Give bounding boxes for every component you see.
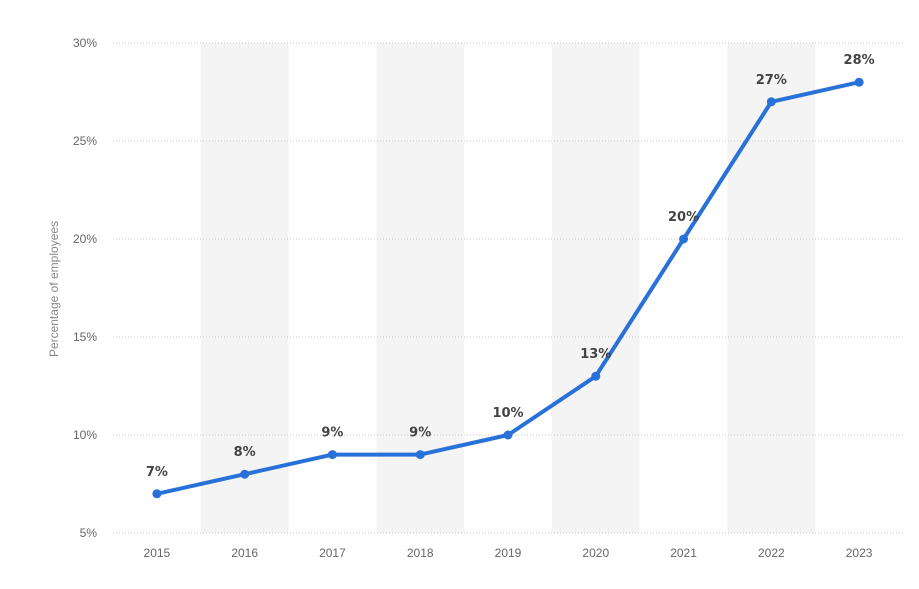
series-group: [152, 77, 864, 499]
y-tick-label: 25%: [73, 134, 97, 148]
data-label-2015: 7%: [146, 465, 168, 480]
data-point-2021[interactable]: [679, 234, 689, 244]
data-point-2018[interactable]: [415, 450, 425, 460]
x-tick-label: 2018: [407, 546, 434, 560]
data-label-2023: 28%: [844, 53, 875, 68]
y-tick-label: 5%: [80, 526, 98, 540]
x-tick-label: 2017: [319, 546, 346, 560]
data-label-2017: 9%: [321, 426, 343, 441]
data-point-2022[interactable]: [766, 97, 776, 107]
data-label-2022: 27%: [756, 73, 787, 88]
band-2020: [551, 43, 640, 533]
x-tick-label: 2015: [144, 546, 171, 560]
data-point-2020[interactable]: [591, 371, 601, 381]
y-tick-label: 10%: [73, 428, 97, 442]
data-point-2023[interactable]: [854, 77, 864, 87]
y-axis-ticks: 5% 10% 15% 20% 25% 30%: [73, 36, 97, 540]
y-tick-label: 30%: [73, 36, 97, 50]
y-tick-label: 15%: [73, 330, 97, 344]
x-tick-label: 2023: [846, 546, 873, 560]
data-point-2016[interactable]: [240, 469, 250, 479]
x-tick-label: 2016: [231, 546, 258, 560]
x-tick-label: 2022: [758, 546, 785, 560]
data-point-2017[interactable]: [327, 450, 337, 460]
data-label-2020: 13%: [580, 347, 611, 362]
data-point-2015[interactable]: [152, 489, 162, 499]
band-2016: [200, 43, 289, 533]
data-label-2021: 20%: [668, 210, 699, 225]
data-labels: 7% 8% 9% 9% 10% 13% 20% 27% 28%: [146, 53, 875, 480]
y-axis-title: Percentage of employees: [47, 221, 61, 357]
x-tick-label: 2019: [495, 546, 522, 560]
x-axis-ticks: 2015 2016 2017 2018 2019 2020 2021 2022 2023: [144, 546, 873, 560]
data-label-2019: 10%: [492, 406, 523, 421]
x-tick-label: 2021: [670, 546, 697, 560]
background-bands: [200, 43, 816, 533]
data-label-2016: 8%: [234, 445, 256, 460]
x-tick-label: 2020: [582, 546, 609, 560]
y-tick-label: 20%: [73, 232, 97, 246]
band-2022: [727, 43, 816, 533]
band-2018: [376, 43, 465, 533]
data-label-2018: 9%: [409, 426, 431, 441]
data-point-2019[interactable]: [503, 430, 513, 440]
